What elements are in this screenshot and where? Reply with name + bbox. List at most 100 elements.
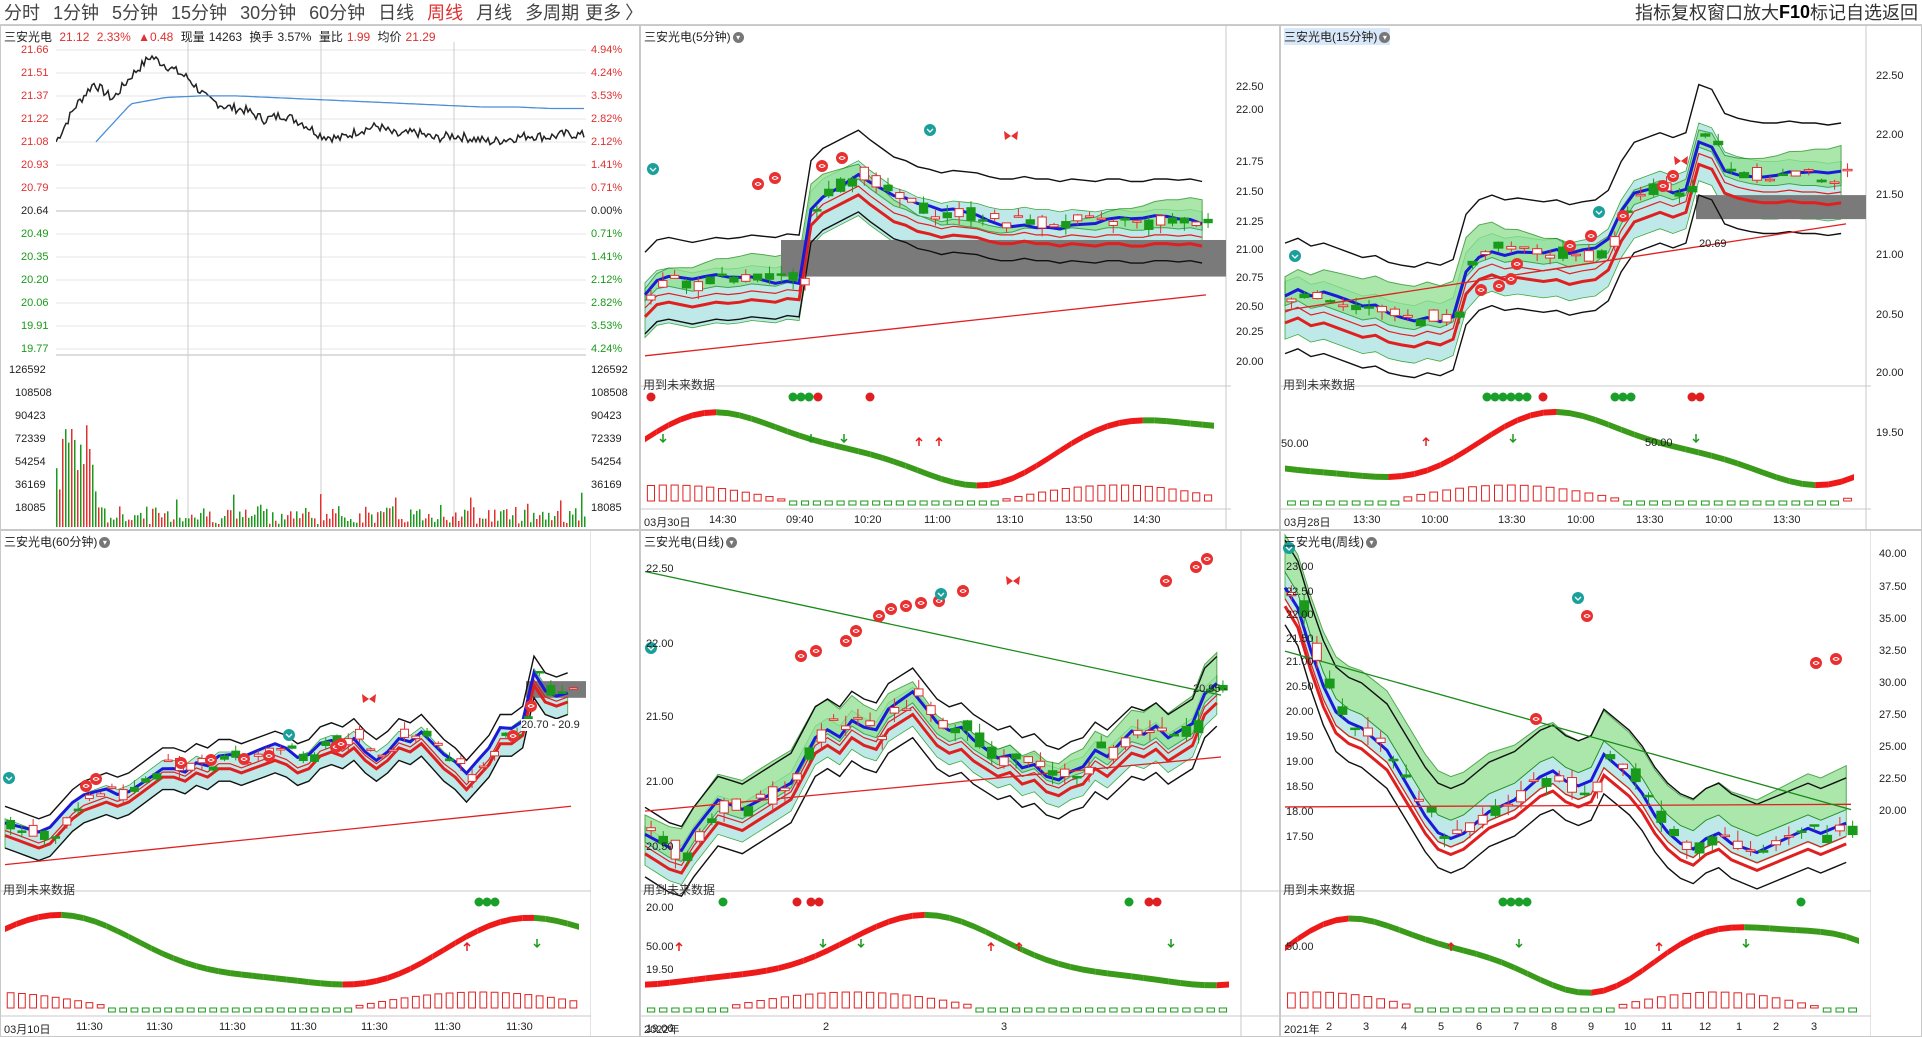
osc-wave-segment <box>1095 968 1108 977</box>
osc-bar <box>978 500 987 506</box>
signal-pill-icon <box>1498 897 1532 907</box>
chart-panel-daily[interactable]: 三安光电(日线) ▾ 用到未来数据 22.50 22.00 21.50 21.00 20.… <box>640 530 1280 1037</box>
osc-bar <box>829 991 838 1009</box>
tab-15min[interactable]: 15分钟 <box>171 3 228 23</box>
window-button[interactable]: 窗口 <box>1706 3 1743 23</box>
time-tick: 3 <box>1001 1021 1008 1033</box>
tab-30min[interactable]: 30分钟 <box>240 3 297 23</box>
zoom-button[interactable]: 放大 <box>1742 3 1779 23</box>
kline-chart-weekly[interactable] <box>1281 531 1871 1037</box>
osc-wave-segment <box>888 915 901 925</box>
down-arrow-icon <box>819 939 827 949</box>
candle-body <box>950 728 961 734</box>
tab-more[interactable]: 更多 <box>585 3 622 23</box>
candle-body <box>694 831 705 842</box>
candle-body <box>1181 725 1192 737</box>
signal-pill-icon <box>1687 392 1705 402</box>
candle-body <box>1635 193 1646 197</box>
chevron-down-icon[interactable]: ▾ <box>99 537 111 549</box>
ma-red-line <box>1283 605 1847 873</box>
time-tick: 14:30 <box>709 514 737 526</box>
osc-wave-segment <box>1698 449 1712 459</box>
candle-body <box>743 806 754 817</box>
candle-body <box>974 732 985 748</box>
osc-wave-segment <box>1629 967 1643 983</box>
osc-bar <box>1060 1007 1069 1013</box>
chart-panel-60min[interactable]: 三安光电(60分钟) ▾ 用到未来数据 03月10日 11:30 11:30 11:30… <box>0 530 640 1037</box>
candle-body <box>1758 850 1769 853</box>
osc-wave-segment <box>1763 469 1777 481</box>
osc-wave-segment <box>742 969 755 978</box>
candle-body <box>962 720 973 731</box>
osc-bar <box>1084 1007 1094 1013</box>
tab-timeshare[interactable]: 分时 <box>4 3 40 23</box>
volume-bar <box>458 520 460 527</box>
osc-bar <box>299 1007 308 1013</box>
tab-weekly[interactable]: 周线 <box>427 3 464 23</box>
indicator-button[interactable]: 指标 <box>1634 3 1671 23</box>
candle-body <box>1013 215 1024 218</box>
price-tick: 18.00 <box>1286 806 1314 818</box>
candle-body <box>433 742 443 746</box>
right-tick: 32.50 <box>1879 645 1907 657</box>
osc-bar <box>1687 500 1697 506</box>
volume-bar <box>398 519 400 527</box>
candle-body <box>1528 779 1539 782</box>
mark-button[interactable]: 标记 <box>1810 3 1846 23</box>
timeshare-chart[interactable] <box>56 42 586 527</box>
signal-buy-icon <box>525 700 537 712</box>
osc-wave-segment <box>1667 941 1681 956</box>
kline-chart-60min[interactable] <box>1 531 591 1037</box>
more-arrow-icon[interactable]: 〉 <box>625 3 644 23</box>
chevron-down-icon[interactable]: ▾ <box>732 32 744 44</box>
tab-60min[interactable]: 60分钟 <box>309 3 366 23</box>
signal-pill-icon <box>1538 392 1548 402</box>
candle-body <box>1452 829 1463 835</box>
chevron-down-icon[interactable]: ▾ <box>726 537 737 549</box>
f10-button[interactable]: F10 <box>1778 1 1810 22</box>
future-data-label: 用到未来数据 <box>1283 883 1356 897</box>
chart-panel-5min[interactable]: 三安光电(5分钟) ▾ 用到未来数据 22.50 22.00 21.75 21.50 21… <box>640 25 1280 530</box>
candle-body <box>764 273 775 280</box>
tab-1min[interactable]: 1分钟 <box>53 3 100 23</box>
candle-body <box>767 786 778 805</box>
osc-wave-segment <box>1143 975 1156 983</box>
tab-monthly[interactable]: 月线 <box>476 3 513 23</box>
osc-bar <box>1631 1001 1641 1009</box>
osc-bar <box>694 485 703 502</box>
price-tick: 20.50 <box>1876 309 1904 321</box>
boll-lower-line <box>644 725 1218 898</box>
osc-wave-segment <box>1024 463 1037 476</box>
tab-5min[interactable]: 5分钟 <box>112 3 159 23</box>
adjust-button[interactable]: 复权 <box>1670 3 1707 23</box>
chevron-down-icon[interactable]: ▾ <box>1366 537 1377 549</box>
kline-chart-5min[interactable] <box>641 26 1231 530</box>
chart-panel-weekly[interactable]: 三安光电(周线) ▾ 用到未来数据 23.00 22.50 22.00 21.50 21.… <box>1280 530 1922 1037</box>
volume-bar <box>173 519 175 527</box>
osc-bar <box>434 993 443 1009</box>
candle-body <box>1047 770 1058 776</box>
chart-panel-15min[interactable]: 三安光电(15分钟) ▾ 用到未来数据 50.00 22.50 22.00 21.50… <box>1280 25 1922 530</box>
osc-wave-segment <box>739 412 752 422</box>
timeshare-panel[interactable]: 三安光电 21.12 2.33% ▲0.48 现量 14263 换手 3.57% 量… <box>0 25 640 530</box>
osc-wave-segment <box>668 416 681 429</box>
candle-body <box>208 766 218 771</box>
back-button[interactable]: 返回 <box>1882 3 1918 23</box>
long-ma-line <box>1284 650 1852 811</box>
tab-multi-period[interactable]: 多周期 <box>525 3 580 23</box>
osc-wave-segment <box>286 976 298 984</box>
price-tick: 17.50 <box>1286 831 1314 843</box>
signal-buy-icon <box>795 650 807 662</box>
time-tick: 1 <box>1736 1021 1743 1033</box>
kline-chart-daily[interactable] <box>641 531 1280 1037</box>
kline-chart-15min[interactable] <box>1281 26 1871 530</box>
tab-daily[interactable]: 日线 <box>378 3 415 23</box>
osc-wave-segment <box>1616 976 1630 989</box>
osc-bar <box>1610 497 1620 502</box>
osc-wave-segment <box>1022 946 1035 959</box>
osc-wave-segment <box>1569 410 1583 419</box>
butterfly-icon <box>362 694 376 703</box>
watchlist-button[interactable]: 自选 <box>1846 3 1882 23</box>
volume-bar <box>371 514 373 527</box>
chevron-down-icon[interactable]: ▾ <box>1379 32 1391 44</box>
